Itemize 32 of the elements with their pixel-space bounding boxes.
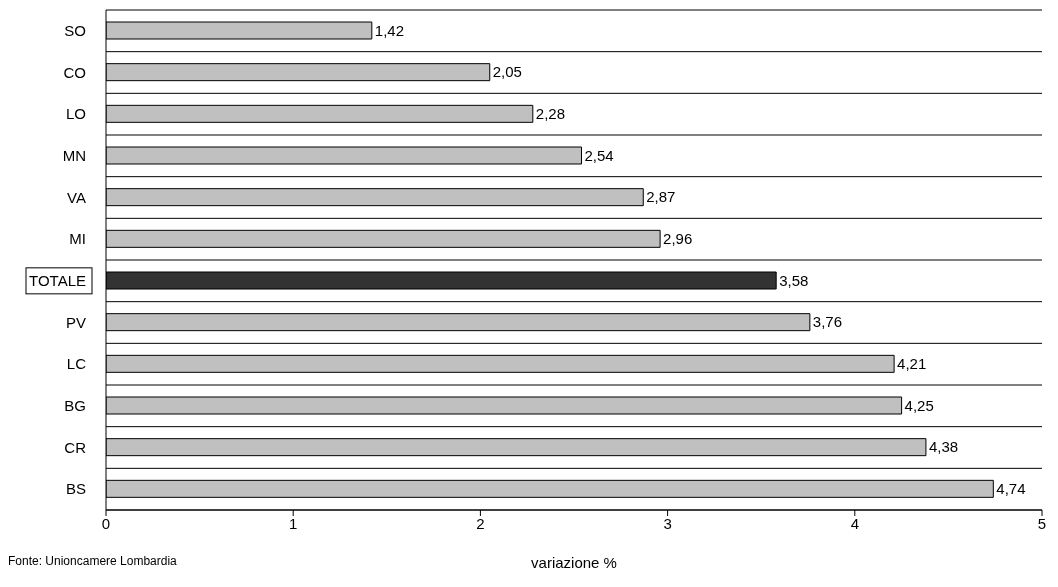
x-tick-label: 4	[850, 514, 859, 532]
y-tick-label: CR	[64, 438, 87, 456]
data-label: 2,28	[535, 105, 566, 123]
y-tick-label: VA	[67, 188, 86, 206]
data-label: 2,96	[663, 230, 693, 248]
x-tick-label: 0	[101, 514, 111, 532]
y-tick-label: CO	[63, 63, 86, 81]
source-note: Fonte: Unioncamere Lombardia	[8, 554, 177, 568]
y-tick-label: MI	[69, 230, 86, 248]
y-tick-label: PV	[65, 313, 86, 331]
y-tick-label: TOTALE	[29, 271, 86, 289]
y-tick-label: LC	[66, 355, 87, 373]
x-tick-label: 5	[1037, 514, 1047, 532]
data-label: 3,58	[779, 271, 809, 289]
y-tick-label: BS	[65, 480, 86, 498]
x-tick-label: 2	[476, 514, 485, 532]
x-tick-label: 3	[663, 514, 672, 532]
data-label: 2,87	[646, 188, 676, 206]
y-tick-label: SO	[64, 21, 86, 39]
data-label: 3,76	[812, 313, 843, 331]
data-label: 4,74	[996, 480, 1026, 498]
data-label: 4,38	[928, 438, 959, 456]
data-label: 1,42	[374, 21, 405, 39]
y-tick-label: MN	[62, 146, 86, 164]
y-tick-label: BG	[64, 396, 86, 414]
y-tick-label: LO	[65, 105, 86, 123]
data-label: 2,05	[492, 63, 522, 81]
x-tick-label: 1	[289, 514, 298, 532]
data-label: 4,25	[904, 396, 934, 414]
data-label: 2,54	[584, 146, 614, 164]
x-axis-title: variazione %	[531, 554, 617, 571]
data-label: 4,21	[897, 355, 927, 373]
